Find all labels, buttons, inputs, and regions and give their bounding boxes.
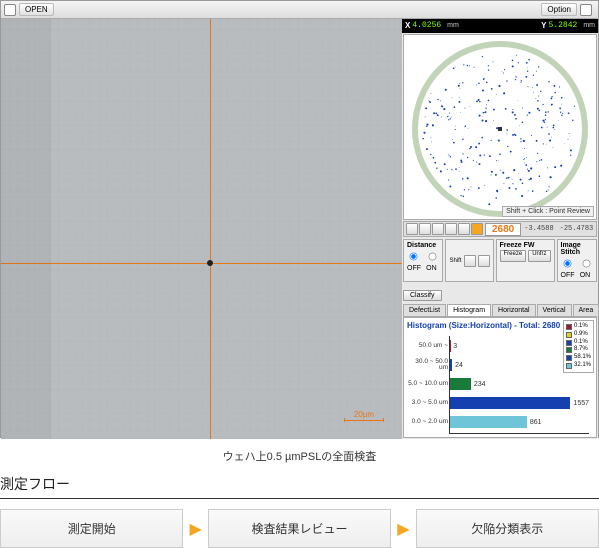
defect-count: 2680 xyxy=(485,223,521,236)
freeze-control: Freeze FW Freeze Unfrz xyxy=(496,239,555,282)
shift-controls: Shift xyxy=(445,239,493,282)
tabs: DefectListHistogramHorizontalVerticalAre… xyxy=(403,304,597,317)
toolbar: OPEN Option xyxy=(1,1,598,19)
tool-btn-3[interactable] xyxy=(432,223,444,235)
app-window: OPEN Option 20µm X 4.0256 mm Y 5.2842 mm xyxy=(0,0,599,438)
tab-area[interactable]: Area xyxy=(573,304,599,316)
freeze-button[interactable]: Freeze xyxy=(500,250,527,262)
crosshair-vertical xyxy=(210,19,211,439)
flow-title: 測定フロー xyxy=(0,474,599,499)
tab-horizontal[interactable]: Horizontal xyxy=(492,304,536,316)
count-coord-2: -25.4783 xyxy=(557,225,597,233)
classify-button[interactable]: Classify xyxy=(403,290,442,301)
histogram-chart: 50.0 um ~3 30.0 ~ 50.0 um24 5.0 ~ 10.0 um2… xyxy=(449,336,589,434)
tool-btn-4[interactable] xyxy=(445,223,457,235)
main-area: 20µm X 4.0256 mm Y 5.2842 mm Shift + Cli… xyxy=(1,19,598,439)
crosshair-horizontal xyxy=(1,263,402,264)
y-value: 5.2842 xyxy=(549,21,578,30)
count-coord-1: -3.4588 xyxy=(521,225,556,233)
hist-row: 3.0 ~ 5.0 um1557 xyxy=(450,396,589,410)
hist-row: 30.0 ~ 50.0 um24 xyxy=(450,358,589,372)
defect-marker xyxy=(207,260,213,266)
flow-arrow-icon: ▶ xyxy=(189,519,201,539)
tool-btn-1[interactable] xyxy=(406,223,418,235)
tab-vertical[interactable]: Vertical xyxy=(537,304,572,316)
caption: ウェハ上0.5 µmPSLの全面検査 xyxy=(0,448,599,464)
flow-arrow-icon: ▶ xyxy=(397,519,409,539)
flow-steps: 測定開始 ▶ 検査結果レビュー ▶ 欠陥分類表示 xyxy=(0,509,599,548)
flow-step-1[interactable]: 検査結果レビュー xyxy=(208,509,391,548)
option-button[interactable]: Option xyxy=(541,3,577,16)
coord-bar: X 4.0256 mm Y 5.2842 mm xyxy=(402,19,598,33)
folder-icon[interactable] xyxy=(4,4,16,16)
hist-row: 0.0 ~ 2.0 um861 xyxy=(450,415,589,429)
scalebar-label: 20µm xyxy=(354,410,374,419)
wafer-defects xyxy=(418,47,582,211)
y-unit: mm xyxy=(583,22,595,29)
option-icon[interactable] xyxy=(580,4,592,16)
tab-defectlist[interactable]: DefectList xyxy=(403,304,446,316)
y-label: Y xyxy=(541,21,546,30)
stitch-control: Image Stitch OFF ON xyxy=(557,239,597,282)
x-value: 4.0256 xyxy=(412,21,441,30)
wafer-map[interactable]: Shift + Click : Point Review xyxy=(403,34,597,220)
controls-row-1: Distance OFF ON Shift Freeze FW Freeze xyxy=(403,239,597,282)
hist-row: 5.0 ~ 10.0 um234 xyxy=(450,377,589,391)
unfreeze-button[interactable]: Unfrz xyxy=(528,250,550,262)
x-unit: mm xyxy=(447,22,459,29)
scalebar: 20µm xyxy=(344,410,384,421)
open-button[interactable]: OPEN xyxy=(19,3,54,16)
tab-histogram[interactable]: Histogram xyxy=(447,304,491,316)
tool-btn-6[interactable] xyxy=(471,223,483,235)
distance-control: Distance OFF ON xyxy=(403,239,443,282)
wafer-hint: Shift + Click : Point Review xyxy=(502,206,594,217)
shift-right-icon[interactable] xyxy=(478,255,490,267)
image-viewer[interactable]: 20µm xyxy=(1,19,402,439)
x-label: X xyxy=(405,21,410,30)
classify-row: Classify xyxy=(402,284,598,304)
count-bar: 2680 -3.4588 -25.4783 xyxy=(403,221,597,237)
count-toolbar xyxy=(404,223,485,235)
wafer-circle xyxy=(412,41,588,217)
right-panel: X 4.0256 mm Y 5.2842 mm Shift + Click : … xyxy=(402,19,598,439)
tool-btn-5[interactable] xyxy=(458,223,470,235)
flow-step-0[interactable]: 測定開始 xyxy=(0,509,183,548)
hist-row: 50.0 um ~3 xyxy=(450,339,589,353)
flow-step-2[interactable]: 欠陥分類表示 xyxy=(416,509,599,548)
shift-left-icon[interactable] xyxy=(464,255,476,267)
histogram-panel: Histogram (Size:Horizontal) - Total: 268… xyxy=(403,317,597,438)
tool-btn-2[interactable] xyxy=(419,223,431,235)
